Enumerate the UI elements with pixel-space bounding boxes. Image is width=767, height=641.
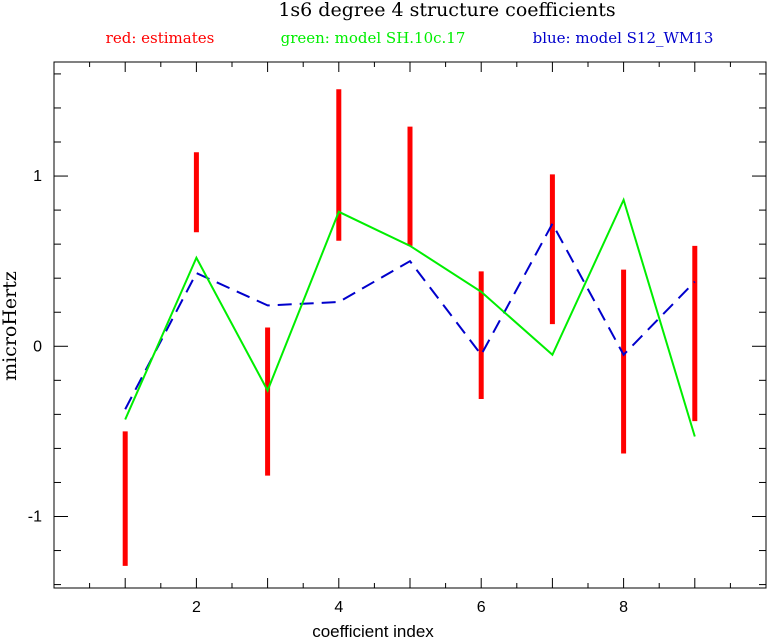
legend-green-model: green: model SH.10c.17 — [281, 29, 466, 47]
series-line-blue-model — [124, 221, 696, 410]
y-tick-label: 0 — [33, 338, 42, 355]
x-axis-ticks — [53, 62, 767, 588]
chart-title: 1s6 degree 4 structure coefficients — [278, 0, 615, 21]
x-axis-label: coefficient index — [312, 622, 434, 641]
x-tick-label: 8 — [619, 599, 628, 616]
x-tick-label: 2 — [192, 599, 201, 616]
x-tick-label: 6 — [477, 599, 486, 616]
y-axis-label: microHertz — [0, 271, 21, 381]
estimate-error-bars — [122, 89, 698, 566]
series-line-green-model — [124, 197, 696, 437]
x-axis-tick-labels: 2 4 6 8 — [192, 599, 628, 616]
y-axis-tick-labels: -1 0 1 — [28, 168, 42, 525]
legend-estimates: red: estimates — [106, 29, 215, 47]
y-tick-label: -1 — [28, 509, 42, 526]
y-tick-label: 1 — [33, 168, 42, 185]
y-axis-ticks — [54, 73, 766, 586]
legend-blue-model: blue: model S12_WM13 — [533, 29, 714, 47]
x-tick-label: 4 — [334, 599, 343, 616]
